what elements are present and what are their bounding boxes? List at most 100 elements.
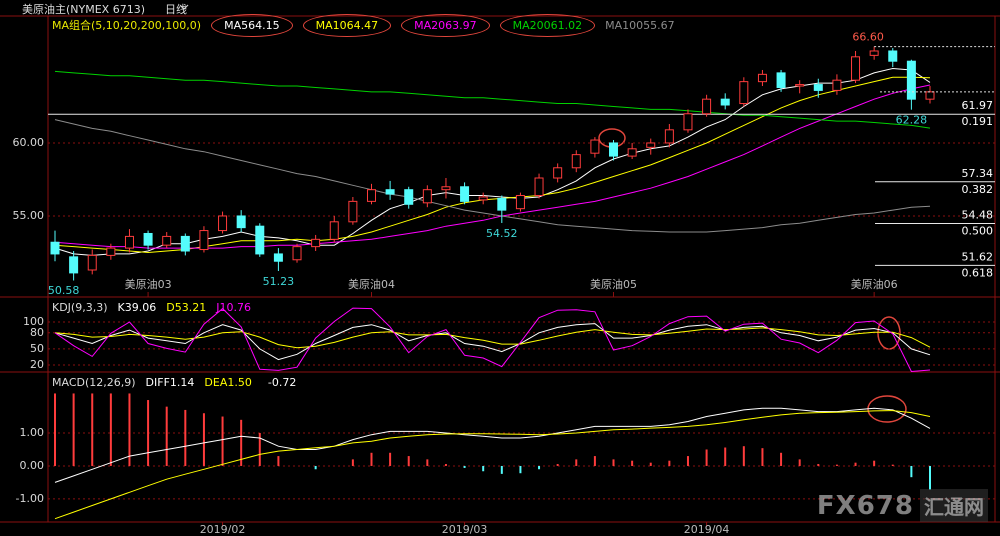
indicator-line: [54, 410, 931, 520]
macd-bar: [686, 456, 689, 466]
candle-body: [646, 142, 656, 148]
legend-item: D53.21: [166, 301, 206, 314]
legend-item: DIFF1.14: [146, 376, 195, 389]
candle-body: [311, 238, 321, 248]
x-tick-label: 美原油05: [590, 277, 637, 291]
header-bar: 美原油主(NYMEX 6713) 日线: [22, 1, 201, 17]
macd-bar: [165, 406, 168, 466]
candle-body: [366, 189, 376, 202]
legend-name: MA20: [414, 18, 446, 32]
macd-bar: [835, 464, 838, 466]
candle-body: [925, 91, 935, 100]
macd-bar: [612, 459, 615, 466]
candle-body: [497, 197, 507, 211]
macd-bar: [277, 456, 280, 466]
legend-value: 1.50: [227, 376, 252, 389]
fib-price: 57.34: [962, 167, 994, 180]
fib-price: 51.62: [962, 250, 994, 263]
macd-bar: [389, 452, 392, 466]
legend-value: 53.21: [174, 301, 207, 314]
x-tick-label: 2019/04: [684, 523, 730, 536]
macd-bar: [910, 465, 913, 478]
highlight-circles: [598, 128, 907, 423]
macd-bar: [593, 456, 596, 466]
candle-body: [739, 81, 749, 105]
candle-body: [441, 186, 451, 191]
macd-bar: [798, 459, 801, 466]
macd-bar: [370, 452, 373, 466]
macd-bar: [854, 462, 857, 466]
candle-body: [69, 256, 79, 274]
macd-bar: [72, 393, 75, 466]
indicator-line: [54, 327, 931, 349]
y-tick-label: 80: [30, 326, 44, 339]
candle-body: [292, 246, 302, 261]
legend-name: MA5: [224, 18, 249, 32]
candle-body: [329, 221, 339, 240]
macd-bar: [91, 393, 94, 466]
fib-ratio: 0.500: [962, 225, 994, 238]
candle-body: [404, 189, 414, 205]
indicator-line: [54, 323, 931, 361]
watermark-site: 汇通网: [920, 489, 988, 522]
legend-item: MA20061.02: [499, 13, 596, 37]
legend-value: 64.47: [346, 18, 379, 32]
candle-body: [124, 235, 134, 249]
indicator-line: [54, 307, 931, 372]
candle-body: [385, 189, 395, 195]
candle-body: [460, 186, 470, 202]
x-tick-label: 2019/03: [442, 523, 488, 536]
price-annotation: 62.28: [896, 114, 928, 127]
candle-body: [534, 177, 544, 197]
legend-value: 64.15: [248, 18, 280, 32]
y-tick-label: 1.00: [20, 426, 45, 439]
macd-bar: [761, 448, 764, 466]
macd-bar: [240, 419, 243, 466]
candle-body: [143, 232, 153, 246]
macd-bar: [128, 393, 131, 466]
ma-legend: MA组合(5,10,20,200,100,0) MA564.15 MA1064.47…: [52, 13, 675, 37]
candle-body: [236, 215, 246, 229]
candle-body: [664, 129, 674, 144]
fib-ratio: 0.382: [962, 183, 994, 196]
legend-item: DEA1.50: [204, 376, 251, 389]
macd-bar: [463, 465, 466, 468]
candle-body: [348, 200, 358, 223]
legend-name: J: [216, 301, 220, 314]
candle-body: [273, 253, 283, 262]
candle-body: [87, 254, 97, 271]
macd-legend: MACD(12,26,9) DIFF1.14 DEA1.50 -0.72: [52, 376, 296, 389]
legend-item: MA1064.47: [302, 13, 392, 37]
indicator-line: [54, 119, 931, 233]
legend-value: -0.72: [267, 376, 297, 389]
macd-bar: [444, 463, 447, 466]
y-tick-label: 55.00: [13, 209, 45, 222]
legend-item: K39.06: [118, 301, 157, 314]
legend-name: MA100: [605, 18, 644, 32]
price-annotation: 54.52: [486, 227, 518, 240]
candle-body: [795, 84, 805, 87]
indicator-line: [54, 70, 931, 129]
legend-name: DEA: [204, 376, 228, 389]
macd-bar: [538, 465, 541, 470]
candle-body: [683, 113, 693, 131]
period-selector[interactable]: 日线: [165, 3, 187, 16]
macd-bar: [817, 463, 820, 466]
y-tick-label: 0.00: [20, 459, 45, 472]
candle-body: [218, 215, 228, 232]
candle-body: [162, 235, 172, 246]
candle-body: [869, 50, 879, 56]
legend-value: 55.67: [643, 18, 675, 32]
candle-body: [422, 189, 432, 204]
legend-item: MA2063.97: [401, 13, 490, 37]
candle-body: [832, 79, 842, 91]
macd-bar: [109, 393, 112, 466]
candle-body: [906, 60, 916, 100]
macd-bar: [668, 460, 671, 466]
legend-title: KDJ(9,3,3): [52, 301, 108, 314]
candle-body: [888, 50, 898, 62]
macd-bar: [649, 462, 652, 466]
legend-item: J10.76: [216, 301, 251, 314]
